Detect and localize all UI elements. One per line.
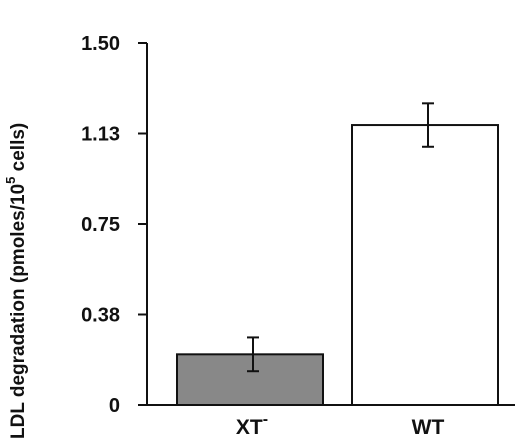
error-bar-wt xyxy=(422,102,434,148)
y-tick-label: 1.50 xyxy=(81,33,120,55)
y-tick-label: 0.75 xyxy=(81,214,120,236)
y-axis-title-main: LDL degradation (pmoles/10 xyxy=(8,184,29,439)
category-labels: XT- WT xyxy=(236,411,445,439)
y-axis-title: LDL degradation (pmoles/105 cells) xyxy=(3,123,29,439)
bar-wt xyxy=(351,124,499,406)
y-axis-title-superscript: 5 xyxy=(3,177,18,184)
y-tick-label: 0.38 xyxy=(81,305,120,327)
y-tick-label: 1.13 xyxy=(81,124,120,146)
bar-xt xyxy=(176,353,324,407)
y-tick-label: 0 xyxy=(109,395,120,417)
x-category-label: XT- xyxy=(236,411,268,439)
x-category-label: WT xyxy=(412,416,445,439)
y-axis-title-suffix: cells) xyxy=(8,123,29,177)
bars xyxy=(176,102,499,407)
y-axis-ticks: 0 0.38 0.75 1.13 1.50 xyxy=(81,33,147,417)
error-bar-xt xyxy=(247,336,259,373)
